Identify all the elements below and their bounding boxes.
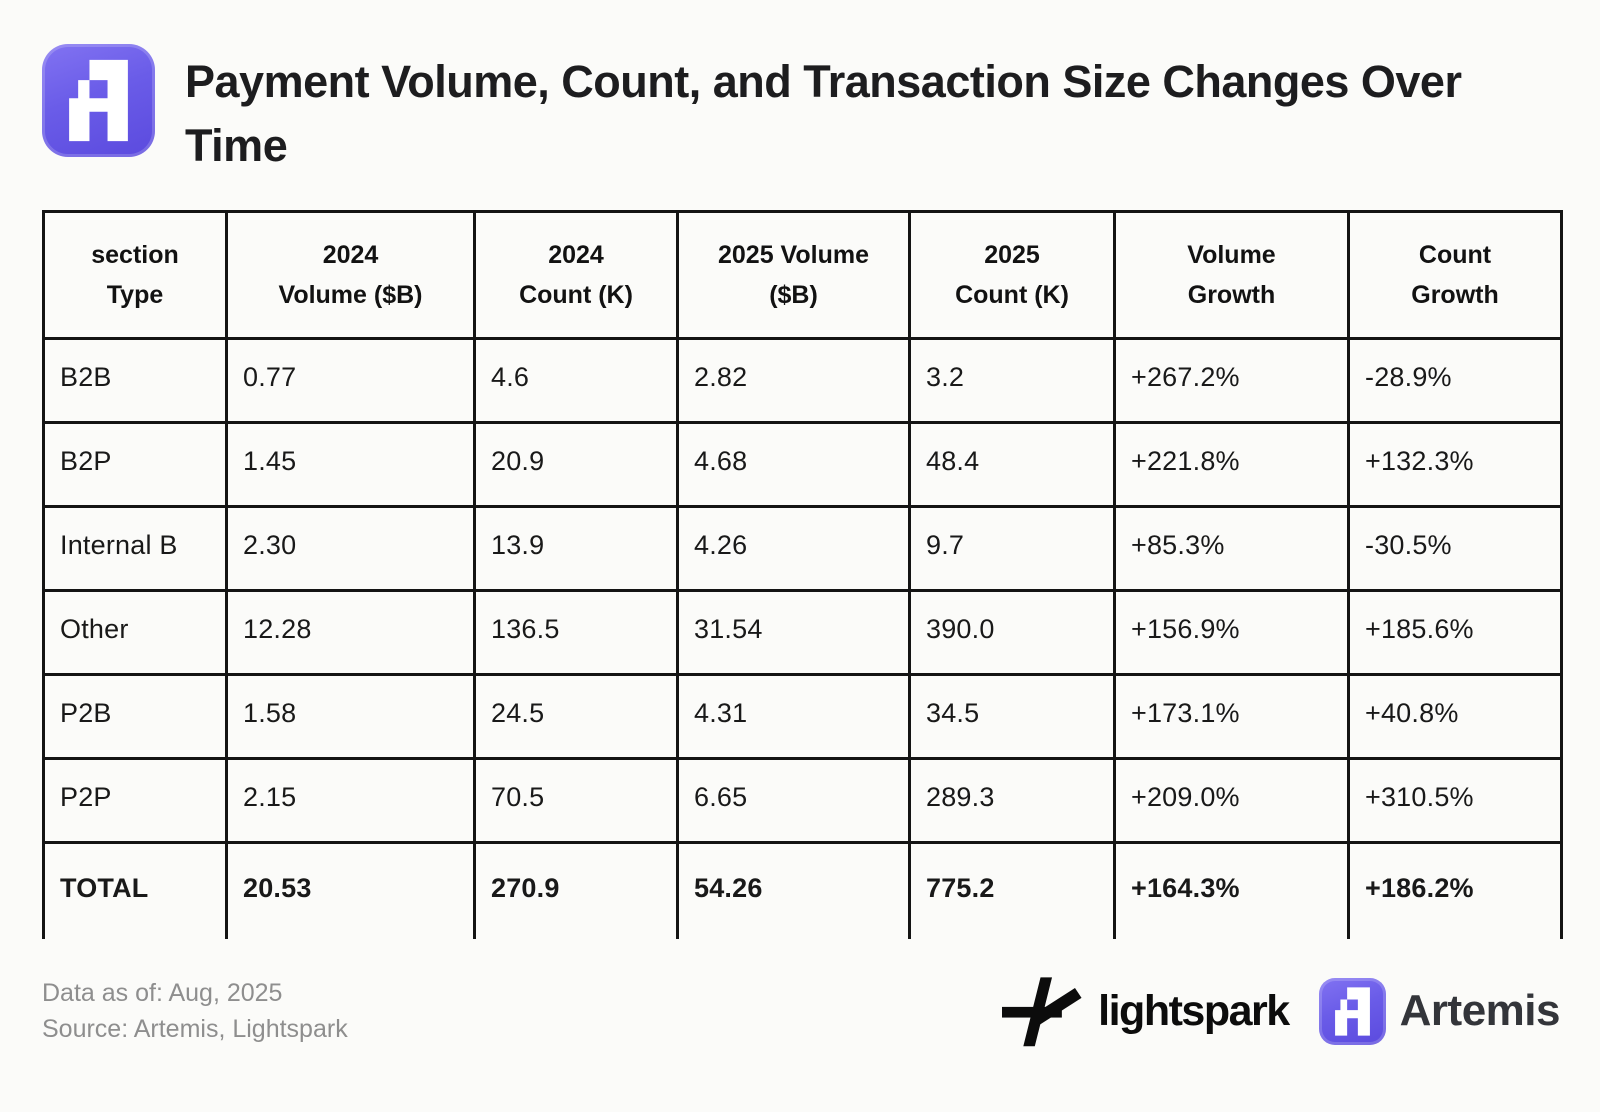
table-cell: 54.26 xyxy=(676,840,911,940)
table-cell: P2B xyxy=(42,672,228,760)
artemis-a-glyph xyxy=(1334,987,1370,1036)
table-cell: +267.2% xyxy=(1113,336,1350,424)
table-cell: 1.45 xyxy=(225,420,476,508)
table-cell: 48.4 xyxy=(908,420,1116,508)
table-cell: 6.65 xyxy=(676,756,911,844)
lightspark-brand: lightspark xyxy=(1002,973,1290,1049)
table-cell: Other xyxy=(42,588,228,676)
column-header: Count Growth xyxy=(1347,209,1563,340)
table-row: Internal B 2.30 13.9 4.26 9.7 +85.3% -30.5% xyxy=(42,504,1563,592)
table-cell: +132.3% xyxy=(1347,420,1563,508)
table-body: B2B 0.77 4.6 2.82 3.2 +267.2% -28.9% B2P 1.45 20.… xyxy=(42,336,1563,940)
table-cell: 4.26 xyxy=(676,504,911,592)
table-cell: +156.9% xyxy=(1113,588,1350,676)
table-cell: 270.9 xyxy=(473,840,679,940)
source-note: Source: Artemis, Lightspark xyxy=(42,1015,348,1044)
artemis-logo-icon xyxy=(1318,977,1386,1045)
table-cell: 20.9 xyxy=(473,420,679,508)
table-row: P2B 1.58 24.5 4.31 34.5 +173.1% +40.8% xyxy=(42,672,1563,760)
source-notes: Data as of: Aug, 2025 Source: Artemis, L… xyxy=(42,975,348,1048)
table-cell: 13.9 xyxy=(473,504,679,592)
lightspark-wordmark: lightspark xyxy=(1098,986,1290,1035)
table-cell: +185.6% xyxy=(1347,588,1563,676)
total-row: TOTAL 20.53 270.9 54.26 775.2 +164.3% +186.2% xyxy=(42,840,1563,940)
table-cell: +310.5% xyxy=(1347,756,1563,844)
table-cell: 4.6 xyxy=(473,336,679,424)
table-cell: 4.31 xyxy=(676,672,911,760)
table-cell: +173.1% xyxy=(1113,672,1350,760)
table-cell: 2.82 xyxy=(676,336,911,424)
table-cell: 775.2 xyxy=(908,840,1116,940)
table-cell: 289.3 xyxy=(908,756,1116,844)
table-cell: +221.8% xyxy=(1113,420,1350,508)
artemis-brand: Artemis xyxy=(1318,977,1561,1045)
table-cell: -28.9% xyxy=(1347,336,1563,424)
brand-logos: lightspark Artemis xyxy=(1002,973,1561,1049)
column-header: 2024 Count (K) xyxy=(473,209,679,340)
page-footer: Data as of: Aug, 2025 Source: Artemis, L… xyxy=(42,973,1561,1049)
table-cell: P2P xyxy=(42,756,228,844)
table-cell: B2B xyxy=(42,336,228,424)
table-cell: 34.5 xyxy=(908,672,1116,760)
table-cell: 31.54 xyxy=(676,588,911,676)
page-title: Payment Volume, Count, and Transaction S… xyxy=(185,56,1462,171)
column-header: section Type xyxy=(42,209,228,340)
payments-table: section Type 2024 Volume ($B) 2024 Count (K) 2… xyxy=(42,209,1563,940)
table-cell: +186.2% xyxy=(1347,840,1563,940)
column-header: 2025 Volume ($B) xyxy=(676,209,911,340)
table-row: B2B 0.77 4.6 2.82 3.2 +267.2% -28.9% xyxy=(42,336,1563,424)
table-cell: 136.5 xyxy=(473,588,679,676)
table-cell: 4.68 xyxy=(676,420,911,508)
table-header: section Type 2024 Volume ($B) 2024 Count (K) 2… xyxy=(42,209,1563,340)
table-cell: 2.30 xyxy=(225,504,476,592)
table-cell: 3.2 xyxy=(908,336,1116,424)
header-row: section Type 2024 Volume ($B) 2024 Count (K) 2… xyxy=(42,209,1563,340)
column-header: 2024 Volume ($B) xyxy=(225,209,476,340)
table-cell: +164.3% xyxy=(1113,840,1350,940)
table-cell: 20.53 xyxy=(225,840,476,940)
artemis-wordmark: Artemis xyxy=(1399,986,1561,1036)
table-cell: 2.15 xyxy=(225,756,476,844)
table-cell: +85.3% xyxy=(1113,504,1350,592)
table-cell: -30.5% xyxy=(1347,504,1563,592)
table-cell: 390.0 xyxy=(908,588,1116,676)
table-cell: 1.58 xyxy=(225,672,476,760)
table-cell: Internal B xyxy=(42,504,228,592)
table-cell: 70.5 xyxy=(473,756,679,844)
table-row: P2P 2.15 70.5 6.65 289.3 +209.0% +310.5% xyxy=(42,756,1563,844)
infographic-page: Payment Volume, Count, and Transaction S… xyxy=(42,44,1563,1049)
table-cell: +209.0% xyxy=(1113,756,1350,844)
page-header: Payment Volume, Count, and Transaction S… xyxy=(42,44,1560,178)
table-cell: TOTAL xyxy=(42,840,228,940)
table-cell: 0.77 xyxy=(225,336,476,424)
table-cell: 12.28 xyxy=(225,588,476,676)
table-row: Other 12.28 136.5 31.54 390.0 +156.9% +185.6% xyxy=(42,588,1563,676)
table-row: B2P 1.45 20.9 4.68 48.4 +221.8% +132.3% xyxy=(42,420,1563,508)
column-header: Volume Growth xyxy=(1113,209,1350,340)
column-header: 2025 Count (K) xyxy=(908,209,1116,340)
data-as-of-note: Data as of: Aug, 2025 xyxy=(42,979,283,1008)
artemis-logo-icon xyxy=(42,44,155,157)
table-cell: 24.5 xyxy=(473,672,679,760)
table-cell: B2P xyxy=(42,420,228,508)
lightspark-icon xyxy=(1002,977,1082,1047)
table-cell: +40.8% xyxy=(1347,672,1563,760)
table-cell: 9.7 xyxy=(908,504,1116,592)
artemis-a-glyph xyxy=(69,59,128,142)
